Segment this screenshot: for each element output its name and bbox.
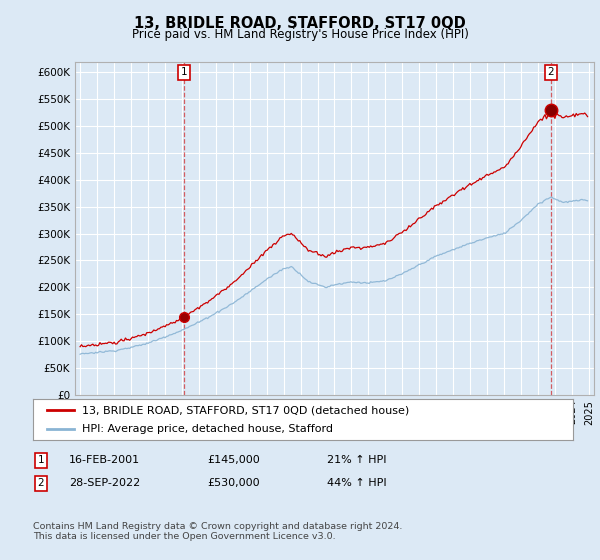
Text: HPI: Average price, detached house, Stafford: HPI: Average price, detached house, Staf…: [82, 424, 332, 433]
Text: 44% ↑ HPI: 44% ↑ HPI: [327, 478, 386, 488]
Text: 16-FEB-2001: 16-FEB-2001: [69, 455, 140, 465]
Text: 2: 2: [547, 67, 554, 77]
Text: 13, BRIDLE ROAD, STAFFORD, ST17 0QD (detached house): 13, BRIDLE ROAD, STAFFORD, ST17 0QD (det…: [82, 405, 409, 415]
Text: 1: 1: [37, 455, 44, 465]
Text: £145,000: £145,000: [207, 455, 260, 465]
Text: 28-SEP-2022: 28-SEP-2022: [69, 478, 140, 488]
Text: £530,000: £530,000: [207, 478, 260, 488]
Text: 13, BRIDLE ROAD, STAFFORD, ST17 0QD: 13, BRIDLE ROAD, STAFFORD, ST17 0QD: [134, 16, 466, 31]
Text: Price paid vs. HM Land Registry's House Price Index (HPI): Price paid vs. HM Land Registry's House …: [131, 28, 469, 41]
Text: 21% ↑ HPI: 21% ↑ HPI: [327, 455, 386, 465]
Text: Contains HM Land Registry data © Crown copyright and database right 2024.
This d: Contains HM Land Registry data © Crown c…: [33, 522, 403, 542]
Text: 2: 2: [37, 478, 44, 488]
Text: 1: 1: [181, 67, 187, 77]
